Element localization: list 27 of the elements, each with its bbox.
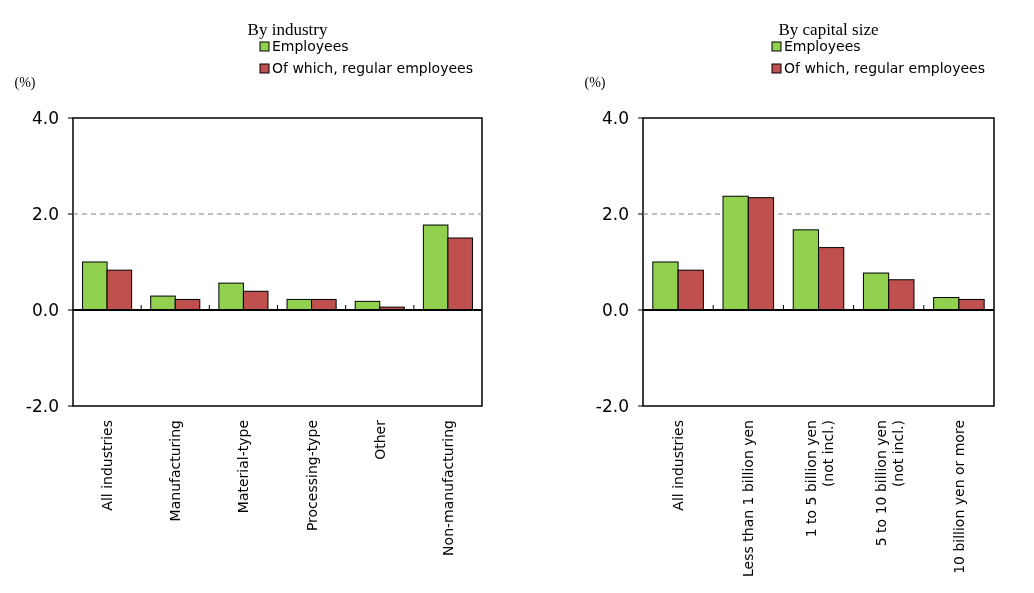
y-axis-title: (%) xyxy=(584,75,606,91)
x-tick-label: All industries xyxy=(670,420,687,511)
chart-title: By capital size xyxy=(778,20,879,39)
x-tick-label: Less than 1 billion yen xyxy=(740,420,757,577)
chart-title: By industry xyxy=(247,20,328,39)
x-tick-label: Processing-type xyxy=(303,420,320,532)
y-tick-label: 0.0 xyxy=(31,300,59,320)
x-tick-label: Manufacturing xyxy=(167,420,184,522)
y-tick-label: 2.0 xyxy=(31,204,59,224)
x-tick-label: Non-manufacturing xyxy=(439,420,456,556)
y-tick-label: 4.0 xyxy=(31,108,59,128)
x-tick-label: 5 to 10 billion yen (not incl.) xyxy=(872,420,906,547)
y-tick-label: 4.0 xyxy=(601,108,629,128)
legend-label: Of which, regular employees xyxy=(784,60,985,76)
x-tick-label: Material-type xyxy=(235,420,252,514)
x-tick-label: All industries xyxy=(99,420,116,511)
legend-label: Of which, regular employees xyxy=(272,60,473,76)
x-tick-label: 10 billion yen or more xyxy=(950,420,967,574)
legend-label: Employees xyxy=(272,38,349,54)
y-tick-label: 2.0 xyxy=(601,204,629,224)
x-tick-label: Other xyxy=(371,419,388,460)
legend-label: Employees xyxy=(784,38,861,54)
y-tick-label: 0.0 xyxy=(601,300,629,320)
x-tick-label: 1 to 5 billion yen (not incl.) xyxy=(802,420,836,538)
y-tick-label: -2.0 xyxy=(25,396,59,416)
y-axis-title: (%) xyxy=(14,75,36,91)
y-tick-label: -2.0 xyxy=(595,396,629,416)
